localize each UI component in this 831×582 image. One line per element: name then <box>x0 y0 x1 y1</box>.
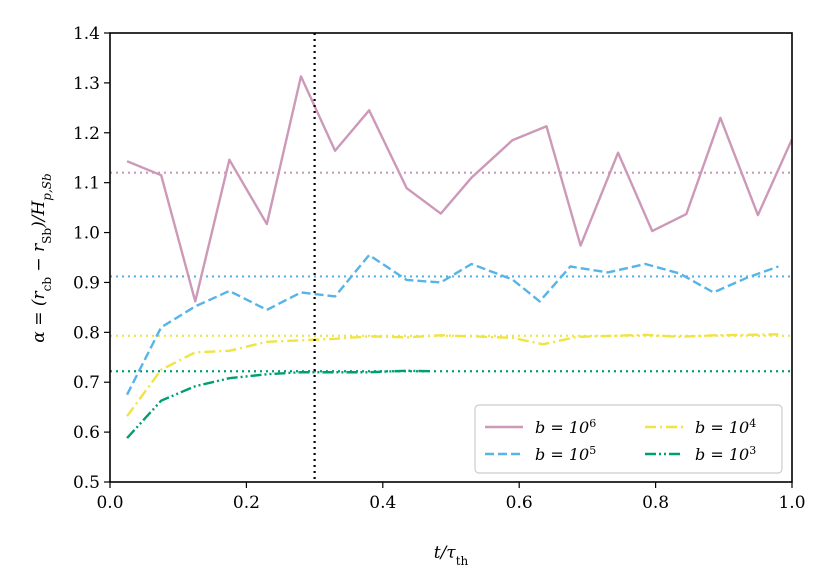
y-tick-label: 0.9 <box>73 273 100 293</box>
axes-frame <box>109 32 793 483</box>
y-tick-label: 0.6 <box>73 423 100 443</box>
y-tick-label: 1.4 <box>73 24 100 44</box>
series-line-2 <box>125 253 779 396</box>
x-tick-label: 0.6 <box>506 493 533 513</box>
y-axis-label: α = (rcb − rSb)/Hp,Sb <box>29 173 54 342</box>
y-tick-label: 0.8 <box>73 323 100 343</box>
legend-box <box>474 404 783 474</box>
y-tick-label: 1.2 <box>73 124 100 144</box>
legend-label-1: b = 106 <box>535 417 596 438</box>
plot-frame <box>109 32 793 483</box>
axis-labels: t/τth α = (rcb − rSb)/Hp,Sb <box>29 173 469 568</box>
legend-label-3: b = 104 <box>695 417 756 438</box>
x-tick-label: 0.4 <box>369 493 396 513</box>
x-tick-label: 1.0 <box>778 493 805 513</box>
x-axis-label: t/τth <box>434 543 469 568</box>
y-tick-label: 1.3 <box>73 74 100 94</box>
y-tick-label: 1.1 <box>73 174 100 194</box>
y-tick-label: 1.0 <box>73 224 100 244</box>
axis-ticks: 0.0 0.2 0.4 0.6 0.8 1.0 0.5 0.6 0.7 0.8 0.9 1.0 1.1 1… <box>73 24 806 513</box>
legend-label-4: b = 103 <box>695 444 756 465</box>
plot-lines <box>110 33 792 482</box>
series-line-3 <box>126 333 779 417</box>
y-tick-label: 0.7 <box>73 373 100 393</box>
legend-label-2: b = 105 <box>535 444 596 465</box>
x-tick-label: 0.8 <box>642 493 669 513</box>
y-tick-label: 0.5 <box>73 473 100 493</box>
x-tick-label: 0.0 <box>96 493 123 513</box>
series-line-4 <box>126 369 431 439</box>
series-line-1 <box>126 75 792 303</box>
x-tick-label: 0.2 <box>233 493 260 513</box>
legend: b = 106 b = 105 b = 104 b = 103 <box>474 404 783 474</box>
